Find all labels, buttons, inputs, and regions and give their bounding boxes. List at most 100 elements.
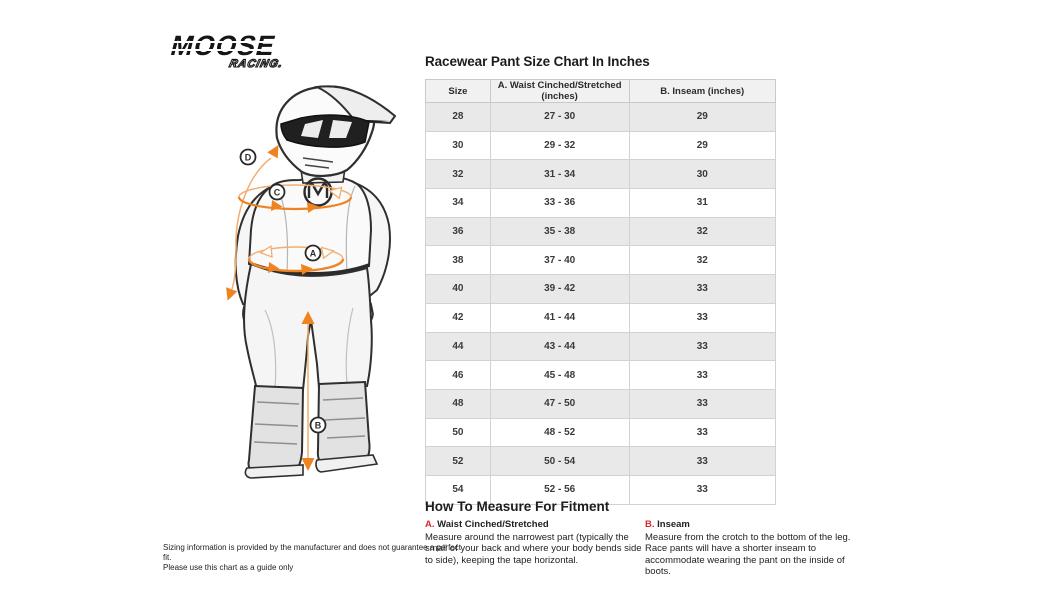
how-to-measure-title: How To Measure For Fitment: [425, 499, 610, 514]
column-header: Size: [425, 79, 491, 103]
table-cell: 29 - 32: [489, 130, 630, 161]
svg-text:B: B: [315, 420, 322, 430]
table-row: 44 43 - 44 33: [425, 331, 777, 362]
inseam-arrow-top: [301, 311, 315, 324]
table-cell: 37 - 40: [489, 245, 630, 276]
waist-tape-front: [247, 258, 345, 273]
table-cell: 33: [628, 302, 777, 333]
table-cell: 33 - 36: [489, 188, 630, 218]
table-row: 40 39 - 42 33: [425, 274, 777, 304]
table-cell: 48 - 52: [489, 417, 630, 448]
table-cell: 27 - 30: [489, 102, 630, 132]
measure-key-a: A.: [425, 519, 435, 530]
measure-badge-a: A: [304, 244, 322, 262]
table-cell: 43 - 44: [489, 331, 630, 362]
table-cell: 32: [628, 245, 777, 276]
chest-arrow-2: [306, 202, 319, 213]
table-cell: 46: [425, 360, 491, 390]
table-cell: 31 - 34: [489, 159, 630, 190]
waist-arrow-1: [267, 262, 280, 273]
table-cell: 31: [628, 188, 777, 218]
measure-body-waist: Measure around the narrowest part (typic…: [425, 531, 642, 566]
table-cell: 32: [425, 159, 491, 190]
table-cell: 48: [425, 388, 491, 419]
disclaimer: Sizing information is provided by the ma…: [163, 543, 463, 573]
table-cell: 39 - 42: [489, 274, 630, 304]
goggle-lens-left: [301, 120, 323, 138]
pants-crease-left: [264, 309, 277, 389]
svg-text:C: C: [274, 187, 281, 197]
table-row: 30 29 - 32 29: [425, 130, 777, 161]
measure-badge-d: D: [239, 148, 257, 166]
left-boot: [247, 384, 305, 474]
table-cell: 36: [425, 216, 491, 247]
measure-section-inseam: B. Inseam Measure from the crotch to the…: [645, 519, 865, 578]
left-boot-buckles: [253, 401, 300, 445]
table-cell: 50 - 54: [489, 446, 630, 476]
table-cell: 52: [425, 446, 491, 476]
measure-badge-c: C: [268, 183, 286, 201]
table-cell: 45 - 48: [489, 360, 630, 390]
size-chart-title: Racewear Pant Size Chart In Inches: [425, 54, 650, 69]
table-cell: 42: [425, 302, 491, 333]
table-cell: 32: [628, 216, 777, 247]
table-cell: 47 - 50: [489, 388, 630, 419]
logo-wordmark: MOOSE: [168, 30, 298, 61]
table-row: 46 45 - 48 33: [425, 360, 777, 390]
moose-racing-logo: MOOSE RACING.: [165, 30, 304, 71]
table-cell: 38: [425, 245, 491, 276]
table-cell: 33: [628, 446, 777, 476]
left-boot-sole: [244, 464, 304, 479]
measure-label-inseam: Inseam: [657, 519, 690, 530]
helmet-peak: [313, 85, 397, 125]
waist-arrow-2: [300, 264, 313, 275]
table-row: 38 37 - 40 32: [425, 245, 777, 276]
table-cell: 41 - 44: [489, 302, 630, 333]
table-cell: 33: [628, 360, 777, 390]
chin-vents: [302, 157, 334, 169]
table-cell: 30: [628, 159, 777, 190]
chest-tape-back: [238, 184, 352, 198]
measure-label-waist: Waist Cinched/Stretched: [437, 519, 549, 530]
table-row: 42 41 - 44 33: [425, 302, 777, 333]
table-cell: 33: [628, 274, 777, 304]
size-table-body: 28 27 - 30 29 30 29 - 32 29 32 31 - 34 30 34 33 - …: [425, 102, 777, 505]
disclaimer-line-2: Please use this chart as a guide only: [163, 563, 294, 572]
table-cell: 29: [628, 102, 777, 132]
goggle-lens-right: [329, 120, 352, 138]
disclaimer-line-1: Sizing information is provided by the ma…: [163, 543, 461, 562]
table-cell: 29: [628, 130, 777, 161]
table-row: 50 48 - 52 33: [425, 417, 777, 448]
table-cell: 40: [425, 274, 491, 304]
svg-text:D: D: [245, 152, 252, 162]
waist-arrow-open-right: [320, 246, 335, 260]
waist-arrow-open-left: [259, 244, 273, 258]
sleeve-measure-line: [231, 157, 272, 290]
sleeve-arrow-bottom: [226, 287, 238, 301]
measure-heading-inseam: B. Inseam: [645, 519, 865, 531]
size-table-head-row: Size A. Waist Cinched/Stretched (inches) B…: [425, 79, 777, 103]
table-cell: 52 - 56: [489, 474, 630, 505]
rider-measurement-illustration: D C A B: [226, 85, 397, 479]
table-row: 28 27 - 30 29: [425, 102, 777, 132]
table-cell: 28: [425, 102, 491, 132]
table-cell: 33: [628, 388, 777, 419]
waist-tape-back: [248, 246, 344, 260]
table-row: 52 50 - 54 33: [425, 446, 777, 476]
table-cell: 54: [425, 474, 491, 505]
table-cell: 30: [425, 130, 491, 161]
measure-body-inseam: Measure from the crotch to the bottom of…: [645, 531, 851, 578]
measure-section-waist: A. Waist Cinched/Stretched Measure aroun…: [425, 519, 645, 566]
table-cell: 33: [628, 331, 777, 362]
chest-tape-front: [237, 196, 353, 211]
svg-text:A: A: [310, 248, 317, 258]
column-header: A. Waist Cinched/Stretched (inches): [489, 79, 630, 103]
goggles: [280, 114, 370, 148]
chest-arrow-open: [328, 186, 343, 200]
chest-arrow-1: [270, 200, 283, 211]
measure-badge-b: B: [309, 416, 327, 434]
table-row: 34 33 - 36 31: [425, 188, 777, 218]
table-row: 48 47 - 50 33: [425, 388, 777, 419]
table-cell: 33: [628, 474, 777, 505]
table-row: 36 35 - 38 32: [425, 216, 777, 247]
